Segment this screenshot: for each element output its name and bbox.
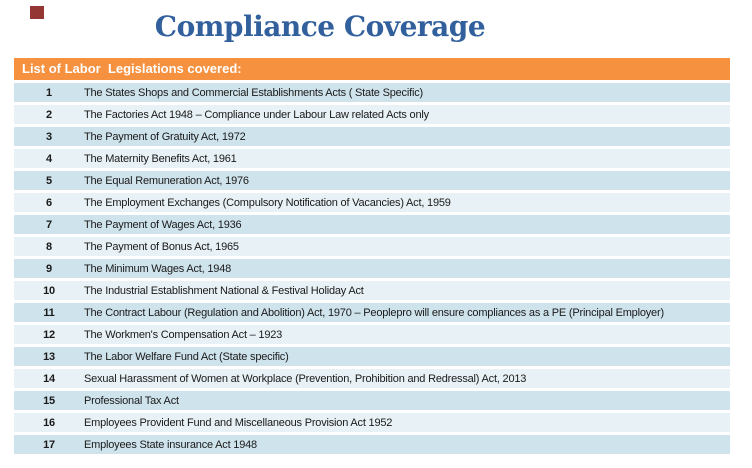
row-number: 6 — [46, 196, 52, 209]
row-number: 16 — [43, 416, 55, 429]
table-row: 13 The Labor Welfare Fund Act (State spec… — [14, 347, 730, 366]
table-row: 9 The Minimum Wages Act, 1948 — [14, 259, 730, 278]
legislation-table: List of Labor Legislations covered: 1 The… — [14, 58, 730, 457]
row-number: 13 — [43, 350, 55, 363]
table-row: 6 The Employment Exchanges (Compulsory No… — [14, 193, 730, 212]
row-number: 7 — [46, 218, 52, 231]
table-row: 1 The States Shops and Commercial Establi… — [14, 83, 730, 102]
table-row: 8 The Payment of Bonus Act, 1965 — [14, 237, 730, 256]
row-text: The Payment of Gratuity Act, 1972 — [84, 130, 246, 143]
row-number: 11 — [43, 306, 55, 319]
table-row: 14 Sexual Harassment of Women at Workplac… — [14, 369, 730, 388]
row-number: 4 — [46, 152, 52, 165]
row-number: 2 — [46, 108, 52, 121]
row-number: 8 — [46, 240, 52, 253]
row-number: 17 — [43, 438, 55, 451]
table-row: 7 The Payment of Wages Act, 1936 — [14, 215, 730, 234]
row-text: The Minimum Wages Act, 1948 — [84, 262, 232, 275]
table-row: 12 The Workmen's Compensation Act – 1923 — [14, 325, 730, 344]
row-text: The Workmen's Compensation Act – 1923 — [84, 328, 283, 341]
row-number: 15 — [43, 394, 55, 407]
row-number: 9 — [46, 262, 52, 275]
table-row: 4 The Maternity Benefits Act, 1961 — [14, 149, 730, 168]
row-number: 5 — [46, 174, 52, 187]
table-row: 2 The Factories Act 1948 – Compliance und… — [14, 105, 730, 124]
table-row: 16 Employees Provident Fund and Miscellan… — [14, 413, 730, 432]
row-number: 12 — [43, 328, 55, 341]
table-header: List of Labor Legislations covered: — [14, 58, 730, 80]
row-text: The Payment of Wages Act, 1936 — [84, 218, 242, 231]
row-text: Sexual Harassment of Women at Workplace … — [84, 372, 527, 385]
page-title: Compliance Coverage — [154, 10, 486, 43]
corner-marker — [30, 6, 44, 19]
row-text: The Payment of Bonus Act, 1965 — [84, 240, 239, 253]
table-row: 5 The Equal Remuneration Act, 1976 — [14, 171, 730, 190]
row-text: Employees State insurance Act 1948 — [84, 438, 257, 451]
row-text: The Maternity Benefits Act, 1961 — [84, 152, 237, 165]
table-row: 17 Employees State insurance Act 1948 — [14, 435, 730, 454]
row-text: Professional Tax Act — [84, 394, 179, 407]
row-text: The Equal Remuneration Act, 1976 — [84, 174, 249, 187]
row-text: The Industrial Establishment National & … — [84, 284, 364, 297]
table-row: 15 Professional Tax Act — [14, 391, 730, 410]
row-number: 10 — [43, 284, 55, 297]
row-text: The Factories Act 1948 – Compliance unde… — [84, 108, 429, 121]
row-number: 14 — [43, 372, 55, 385]
row-text: The Contract Labour (Regulation and Abol… — [84, 306, 664, 319]
row-text: The States Shops and Commercial Establis… — [84, 86, 423, 99]
row-number: 3 — [46, 130, 52, 143]
table-row: 11 The Contract Labour (Regulation and Ab… — [14, 303, 730, 322]
table-row: 10 The Industrial Establishment National … — [14, 281, 730, 300]
row-text: The Employment Exchanges (Compulsory Not… — [84, 196, 451, 209]
row-text: Employees Provident Fund and Miscellaneo… — [84, 416, 393, 429]
table-body: 1 The States Shops and Commercial Establi… — [14, 83, 730, 454]
row-text: The Labor Welfare Fund Act (State specif… — [84, 350, 289, 363]
row-number: 1 — [46, 86, 52, 99]
table-row: 3 The Payment of Gratuity Act, 1972 — [14, 127, 730, 146]
